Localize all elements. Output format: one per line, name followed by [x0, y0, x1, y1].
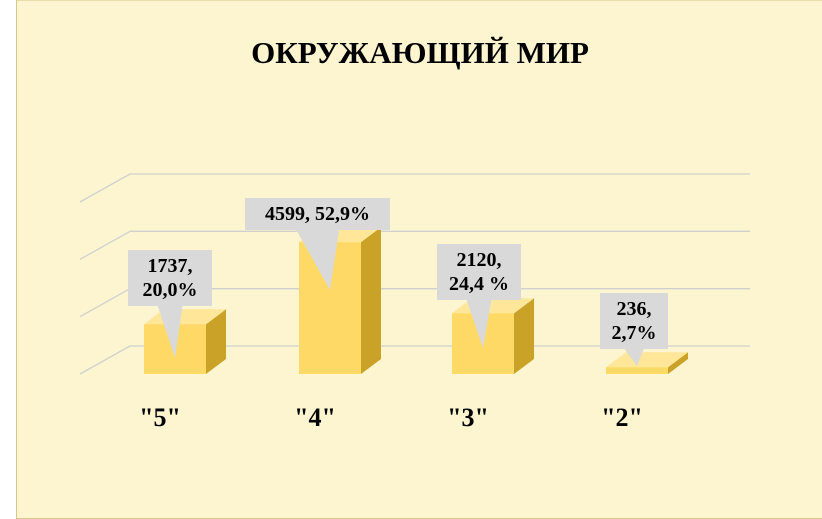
x-tick-label: "3": [447, 403, 489, 432]
data-label: 236, 2,7%: [600, 293, 668, 349]
label-pointer: [295, 229, 340, 290]
x-tick-label: "4": [294, 403, 336, 432]
grid-diagonal: [79, 173, 131, 203]
grid-diagonal: [79, 288, 131, 318]
grid-diagonal: [79, 230, 131, 260]
chart-title: ОКРУЖАЮЩИЙ МИР: [251, 35, 589, 70]
bar-side: [514, 298, 534, 374]
bar-side: [206, 309, 226, 374]
x-tick-label: "2": [601, 403, 643, 432]
x-tick-label: "5": [139, 403, 181, 432]
data-label: 1737, 20,0%: [128, 250, 212, 306]
bar-top: [606, 352, 688, 368]
bar: [606, 367, 668, 374]
label-pointer: [623, 348, 645, 366]
bar-side: [668, 352, 688, 374]
data-label: 2120, 24,4 %: [437, 244, 521, 300]
label-pointer: [157, 305, 183, 358]
grid-diagonal: [79, 345, 131, 375]
data-label: 4599, 52,9%: [245, 198, 390, 230]
bar-side: [361, 227, 381, 374]
label-pointer: [466, 299, 492, 348]
